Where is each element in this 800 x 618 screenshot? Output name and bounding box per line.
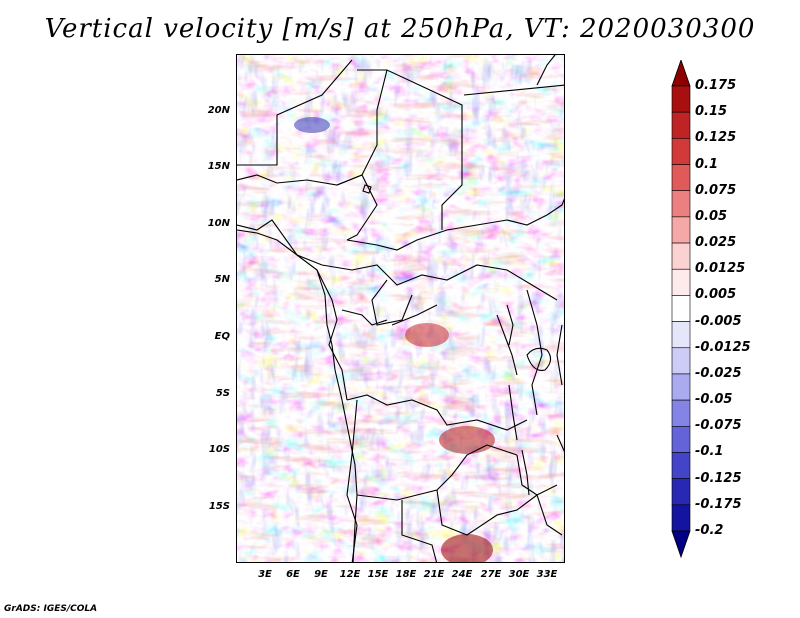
country-borders <box>237 55 564 562</box>
colorbar-tick-label: 0.025 <box>695 235 737 251</box>
lat-label-15s: 15S <box>208 501 230 512</box>
colorbar-segment <box>671 373 691 401</box>
field-ascent-streaks <box>237 55 564 562</box>
descent-core <box>294 117 330 133</box>
lon-label-21e: 21E <box>423 569 445 580</box>
vertical-velocity-field <box>237 55 564 562</box>
colorbar-segment <box>671 452 691 479</box>
colorbar-tick-label: 0.05 <box>695 208 728 224</box>
map-panel <box>236 54 565 563</box>
colorbar-tick-label: 0.1 <box>695 156 719 172</box>
colorbar-tick-label: -0.2 <box>695 523 724 538</box>
colorbar-segment <box>671 295 691 322</box>
colorbar-segment <box>671 85 691 113</box>
lat-label-10n: 10N <box>207 218 230 229</box>
colorbar-tick-label: 0.075 <box>695 182 737 198</box>
lon-label-33e: 33E <box>536 569 558 580</box>
lat-label-15n: 15N <box>207 161 230 172</box>
lon-label-24e: 24E <box>451 569 473 580</box>
colorbar-tick-label: -0.05 <box>695 392 733 408</box>
colorbar-segment <box>671 504 691 532</box>
colorbar-tick-label: -0.175 <box>695 496 742 512</box>
colorbar-tick-label: -0.125 <box>695 470 742 486</box>
colorbar-segment <box>671 190 691 218</box>
colorbar-segment <box>671 216 691 244</box>
colorbar-tick-label: 0.005 <box>695 287 737 303</box>
lon-label-3e: 3E <box>258 569 272 580</box>
colorbar-segment <box>671 111 691 139</box>
colorbar-tick-label: -0.005 <box>695 313 742 329</box>
colorbar-segment <box>671 425 691 453</box>
lat-label-5n: 5N <box>214 274 230 285</box>
colorbar-tick-label: 0.125 <box>695 130 737 146</box>
lake-chad <box>362 184 372 194</box>
colorbar-tick-label: 0.0125 <box>695 261 746 277</box>
lon-label-30e: 30E <box>508 569 530 580</box>
lon-label-6e: 6E <box>286 569 300 580</box>
colorbar-segment <box>671 347 691 375</box>
lat-label-eq: EQ <box>214 331 230 342</box>
colorbar-segment <box>671 164 691 192</box>
colorbar-segment <box>671 399 691 427</box>
colorbar-segment <box>671 321 691 349</box>
colorbar-segment <box>671 138 691 165</box>
ascent-core <box>405 323 449 347</box>
lon-label-27e: 27E <box>480 569 502 580</box>
lon-label-18e: 18E <box>395 569 417 580</box>
footer-credit: GrADS: IGES/COLA <box>4 604 98 614</box>
colorbar-segment <box>671 530 691 559</box>
colorbar-segment <box>671 268 691 296</box>
colorbar-tick-label: -0.075 <box>695 418 742 434</box>
lon-label-9e: 9E <box>314 569 328 580</box>
colorbar <box>671 60 691 559</box>
colorbar-tick-label: 0.175 <box>695 78 737 93</box>
lat-label-20n: 20N <box>207 105 230 116</box>
lon-label-15e: 15E <box>367 569 389 580</box>
lat-label-10s: 10S <box>208 444 230 455</box>
colorbar-segment <box>671 478 691 506</box>
lon-label-12e: 12E <box>339 569 361 580</box>
colorbar-segment <box>671 60 691 87</box>
ascent-core <box>441 534 493 562</box>
colorbar-tick-label: -0.1 <box>695 444 724 460</box>
colorbar-tick-label: -0.025 <box>695 365 742 381</box>
plot-title: Vertical velocity [m/s] at 250hPa, VT: 2… <box>44 14 756 44</box>
lat-label-5s: 5S <box>215 388 230 399</box>
coastline <box>237 229 358 562</box>
colorbar-tick-label: -0.0125 <box>695 339 751 355</box>
great-lakes <box>506 304 563 496</box>
ascent-core <box>439 426 495 454</box>
colorbar-tick-label: 0.15 <box>695 104 728 120</box>
colorbar-segment <box>671 242 691 270</box>
